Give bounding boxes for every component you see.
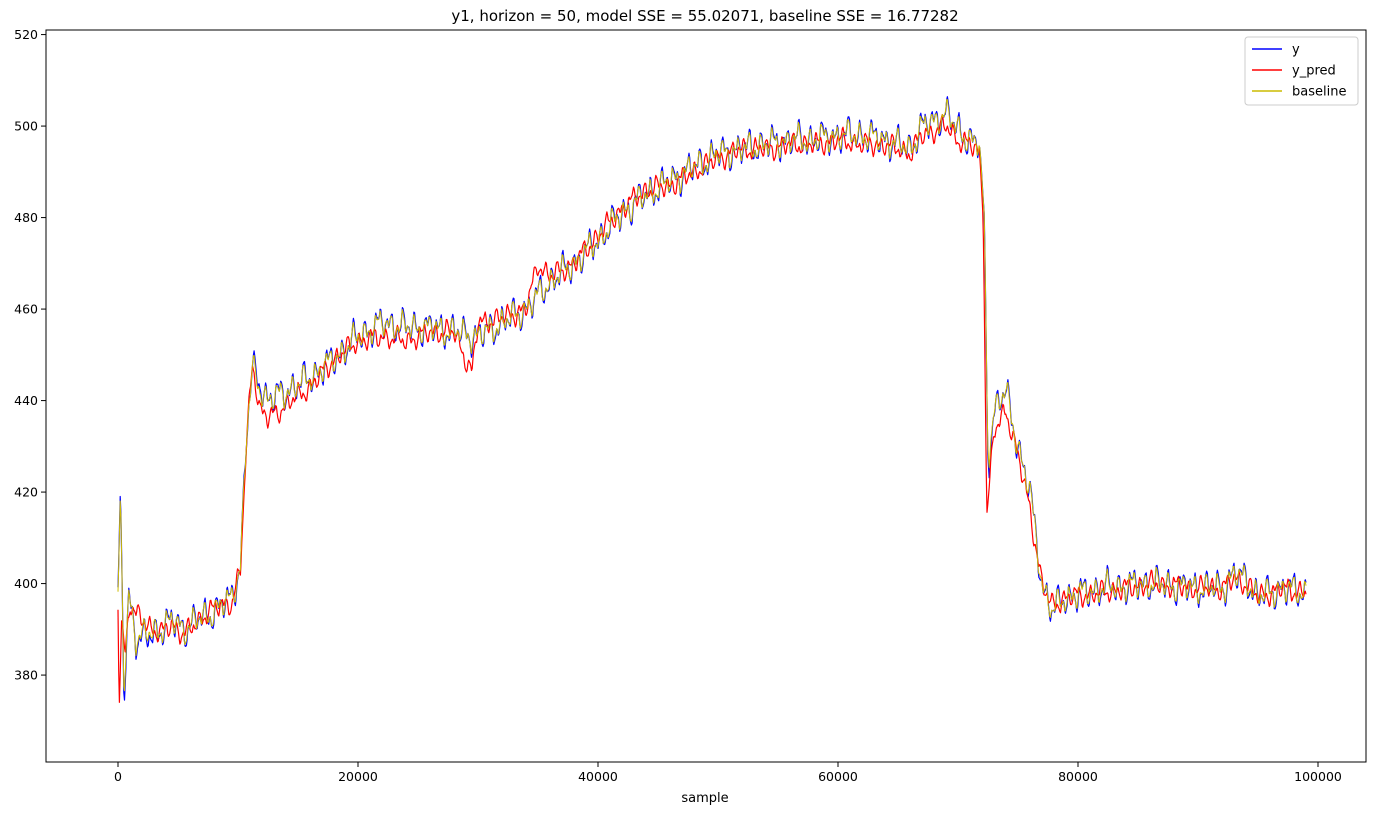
legend-label-baseline: baseline — [1292, 85, 1346, 100]
x-tick-label: 100000 — [1294, 769, 1342, 784]
y-tick-label: 440 — [14, 393, 38, 408]
series-line-y — [117, 96, 1307, 701]
x-axis: 0 20000 40000 60000 80000 100000 — [114, 762, 1342, 784]
series-line-baseline — [117, 98, 1307, 692]
x-tick-label: 20000 — [338, 769, 378, 784]
x-axis-label: sample — [681, 791, 728, 806]
legend: y y_pred baseline — [1244, 36, 1359, 106]
y-tick-label: 480 — [14, 210, 38, 225]
y-tick-label: 500 — [14, 119, 38, 134]
y-tick-label: 520 — [14, 27, 38, 42]
legend-box — [1244, 36, 1359, 106]
x-tick-label: 40000 — [578, 769, 618, 784]
y-tick-label: 420 — [14, 485, 38, 500]
chart-title: y1, horizon = 50, model SSE = 55.02071, … — [451, 7, 958, 25]
x-tick-label: 0 — [114, 769, 122, 784]
legend-label-y: y — [1292, 43, 1300, 58]
legend-label-y-pred: y_pred — [1292, 64, 1336, 79]
y-tick-label: 380 — [14, 668, 38, 683]
x-tick-label: 80000 — [1058, 769, 1098, 784]
y-axis: 380 400 420 440 460 480 500 520 — [14, 27, 46, 683]
plot-frame — [45, 29, 1367, 763]
y-tick-label: 400 — [14, 576, 38, 591]
series-line-y-pred — [117, 114, 1307, 703]
series-layer — [117, 96, 1307, 703]
y-tick-label: 460 — [14, 302, 38, 317]
x-tick-label: 60000 — [818, 769, 858, 784]
